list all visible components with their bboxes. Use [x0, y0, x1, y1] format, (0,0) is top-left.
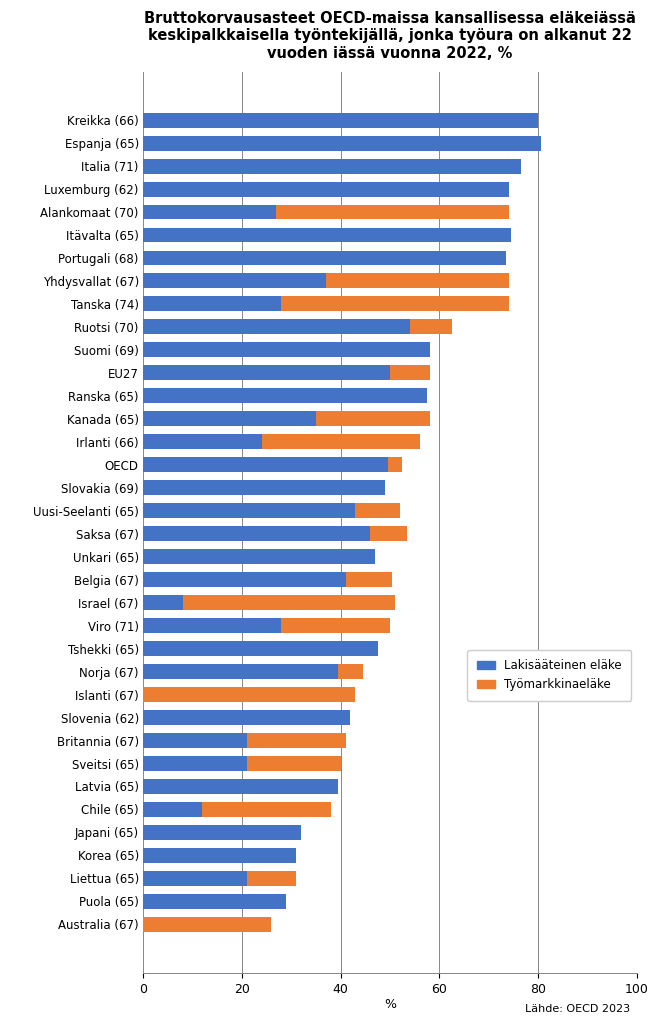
- Bar: [143, 388, 427, 403]
- Bar: [143, 366, 390, 380]
- Bar: [143, 113, 538, 128]
- Bar: [143, 618, 281, 633]
- Bar: [143, 871, 247, 886]
- Bar: [143, 297, 281, 311]
- Bar: [143, 802, 202, 817]
- Bar: [143, 181, 508, 197]
- Bar: [202, 802, 331, 817]
- Bar: [143, 458, 387, 472]
- Bar: [143, 549, 375, 564]
- Bar: [143, 412, 316, 426]
- Bar: [143, 434, 261, 450]
- Bar: [143, 503, 356, 518]
- Bar: [143, 135, 541, 151]
- Bar: [143, 572, 346, 587]
- Bar: [370, 526, 408, 542]
- Bar: [143, 825, 301, 840]
- Bar: [143, 756, 247, 771]
- Bar: [143, 848, 296, 863]
- Bar: [387, 458, 402, 472]
- Bar: [143, 205, 276, 219]
- Bar: [143, 733, 247, 748]
- Bar: [143, 342, 430, 357]
- Bar: [143, 916, 272, 932]
- Bar: [281, 297, 508, 311]
- Bar: [183, 595, 395, 610]
- Bar: [143, 710, 350, 725]
- Bar: [247, 756, 341, 771]
- Title: Bruttokorvausasteet OECD-maissa kansallisessa eläkeiässä
keskipalkkaisella työnt: Bruttokorvausasteet OECD-maissa kansalli…: [144, 11, 636, 60]
- Bar: [143, 779, 338, 794]
- Bar: [281, 618, 390, 633]
- Bar: [316, 412, 430, 426]
- Bar: [143, 273, 326, 289]
- Bar: [143, 227, 511, 243]
- Text: Lähde: OECD 2023: Lähde: OECD 2023: [525, 1004, 630, 1014]
- Bar: [261, 434, 420, 450]
- Bar: [326, 273, 508, 289]
- Bar: [346, 572, 393, 587]
- Bar: [247, 871, 296, 886]
- Bar: [143, 595, 183, 610]
- Bar: [143, 641, 378, 656]
- Bar: [143, 159, 521, 173]
- Bar: [356, 503, 400, 518]
- Bar: [338, 665, 363, 679]
- Bar: [143, 894, 286, 909]
- Bar: [390, 366, 430, 380]
- Bar: [247, 733, 346, 748]
- Bar: [143, 319, 410, 335]
- Bar: [410, 319, 452, 335]
- Legend: Lakisääteinen eläke, Työmarkkinaeläke: Lakisääteinen eläke, Työmarkkinaeläke: [467, 650, 631, 700]
- Bar: [143, 480, 385, 496]
- Bar: [143, 665, 338, 679]
- Bar: [143, 526, 370, 542]
- Bar: [143, 687, 356, 702]
- X-axis label: %: %: [384, 998, 396, 1012]
- Bar: [143, 251, 506, 265]
- Bar: [276, 205, 508, 219]
